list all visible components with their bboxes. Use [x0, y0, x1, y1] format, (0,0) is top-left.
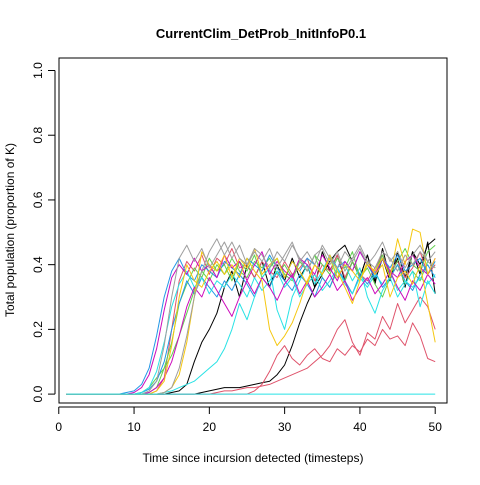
series-line-5	[66, 322, 436, 395]
series-line-14	[66, 228, 436, 395]
x-axis: 0 10 20 30 40 50	[55, 406, 443, 434]
y-tick-label: 0.0	[31, 385, 45, 402]
series-line-15	[66, 257, 436, 395]
series-line-9	[66, 264, 436, 395]
x-tick-label: 40	[353, 420, 367, 434]
x-axis-label: Time since incursion detected (timesteps…	[143, 451, 364, 465]
x-tick-label: 10	[127, 420, 141, 434]
plot-frame	[58, 57, 448, 404]
y-tick-label: 0.4	[31, 256, 45, 273]
x-tick-label: 50	[429, 420, 443, 434]
series-line-13	[66, 270, 436, 395]
x-tick-label: 20	[203, 420, 217, 434]
chart-title: CurrentClim_DetProb_InitInfoP0.1	[156, 26, 366, 41]
y-tick-label: 0.6	[31, 191, 45, 208]
y-tick-label: 0.2	[31, 321, 45, 338]
x-tick-label: 30	[278, 420, 292, 434]
y-tick-label: 1.0	[31, 62, 45, 79]
series-line-8	[66, 251, 436, 395]
series-line-3	[66, 296, 436, 395]
y-axis: 0.0 0.2 0.4 0.6 0.8 1.0	[31, 62, 56, 402]
x-tick-label: 0	[55, 420, 62, 434]
y-axis-label: Total population (proportion of K)	[3, 143, 17, 317]
series-layer	[66, 228, 436, 395]
y-tick-label: 0.8	[31, 127, 45, 144]
